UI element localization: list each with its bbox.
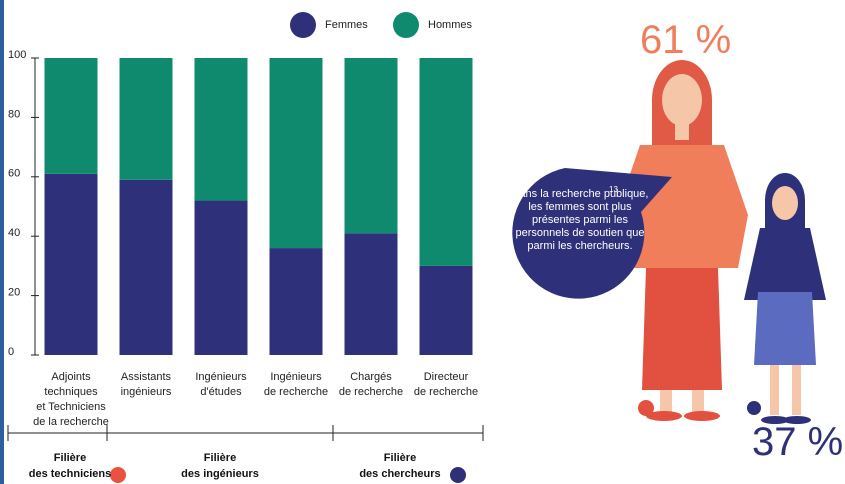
x-tick-label: Ingénieurs de recherche bbox=[263, 371, 329, 398]
group-label: Filière des chercheurs bbox=[359, 452, 441, 480]
bar-segment bbox=[194, 58, 248, 201]
y-tick-label: 100 bbox=[8, 49, 26, 61]
bar-segment bbox=[119, 58, 173, 180]
men-percent: 37 % bbox=[752, 420, 844, 464]
x-tick-label: Directeur de recherche bbox=[413, 371, 479, 398]
bar-segment bbox=[419, 265, 473, 355]
footnote: 13 bbox=[609, 185, 618, 194]
legend-swatch bbox=[393, 12, 419, 38]
y-tick-label: 80 bbox=[8, 108, 20, 120]
small-figure bbox=[744, 173, 826, 424]
women-percent: 61 % bbox=[640, 18, 732, 62]
bar-segment bbox=[419, 58, 473, 266]
bar-segment bbox=[344, 233, 398, 355]
legend-label: Femmes bbox=[325, 19, 368, 31]
bar-segment bbox=[44, 58, 98, 174]
legend-swatch bbox=[290, 12, 316, 38]
x-tick-label: Adjoints techniques et Techniciens de la… bbox=[33, 371, 109, 428]
bubble-text: Dans la recherche publique, les femmes s… bbox=[508, 185, 652, 253]
group-dot bbox=[450, 467, 466, 483]
y-tick-label: 20 bbox=[8, 287, 20, 299]
legend-label: Hommes bbox=[428, 19, 473, 31]
bar-segment bbox=[344, 58, 398, 234]
group-label: Filière des techniciens bbox=[28, 452, 112, 480]
group-brackets bbox=[7, 425, 484, 441]
edge-strip bbox=[0, 0, 4, 484]
bar-segment bbox=[194, 200, 248, 355]
speech-bubble bbox=[512, 168, 672, 299]
bar-segment bbox=[44, 173, 98, 355]
x-tick-label: Assistants ingénieurs bbox=[120, 371, 172, 398]
bar-segment bbox=[269, 248, 323, 355]
x-tick-label: Chargés de recherche bbox=[338, 371, 404, 398]
y-tick-label: 60 bbox=[8, 168, 20, 180]
x-tick-label: Ingénieurs d'études bbox=[195, 371, 247, 398]
y-tick-label: 0 bbox=[8, 346, 14, 358]
y-tick-label: 40 bbox=[8, 227, 20, 239]
bar-segment bbox=[119, 179, 173, 355]
bar-segment bbox=[269, 58, 323, 249]
group-label: Filière des ingénieurs bbox=[181, 452, 259, 480]
group-dot bbox=[110, 467, 126, 483]
bubble-text: Dans la recherche publique, les femmes s… bbox=[511, 188, 649, 252]
